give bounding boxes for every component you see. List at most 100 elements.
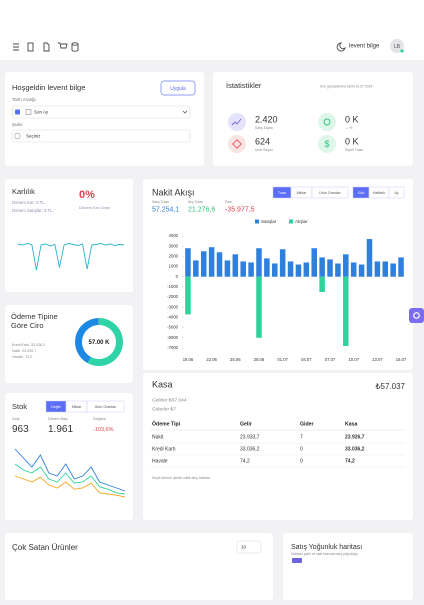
welcome-title: Hoşgeldin levent bilge bbox=[12, 83, 85, 92]
bar bbox=[272, 263, 278, 276]
bar bbox=[280, 249, 286, 276]
payment-title: Ödeme Tipine Göre Ciro bbox=[11, 312, 67, 330]
bar bbox=[201, 251, 207, 276]
x-tick-label: 25.06 bbox=[230, 357, 241, 362]
table-header: Ödeme Tipi bbox=[152, 420, 181, 427]
cashbox-total: ₺57.037 bbox=[375, 382, 405, 391]
stock-tab-label: Değer bbox=[51, 405, 62, 409]
y-tick-label: -5000 bbox=[167, 325, 178, 330]
settings-button[interactable] bbox=[409, 308, 424, 323]
stat-label: Ürün Sayısı bbox=[255, 148, 273, 152]
select-value: Seçiniz bbox=[26, 134, 41, 139]
x-tick-label: 28.06 bbox=[254, 357, 265, 362]
stock-label: Değişim bbox=[93, 417, 106, 421]
bar bbox=[240, 261, 246, 276]
branch-checkbox[interactable] bbox=[15, 134, 20, 139]
bar bbox=[217, 252, 223, 276]
bar bbox=[319, 257, 325, 276]
stat-value: 0 K bbox=[345, 114, 359, 124]
period-tab-label: Gün bbox=[358, 191, 365, 195]
legend-label: Satışlar bbox=[261, 219, 277, 224]
y-tick-label: -7000 bbox=[167, 345, 178, 350]
bar bbox=[185, 277, 191, 315]
stock-value: -103,6% bbox=[93, 427, 114, 433]
table-cell: 33.036,2 bbox=[345, 446, 365, 452]
stat-value: 624 bbox=[255, 136, 270, 146]
legend-label: Alışlar bbox=[295, 219, 308, 224]
y-tick-label: 4000 bbox=[169, 233, 179, 238]
stat-label: Sepet Tutarı bbox=[345, 148, 364, 152]
cashbox-title: Kasa bbox=[152, 379, 173, 389]
select-value: Son Ay bbox=[34, 110, 49, 115]
table-header: Gelir bbox=[240, 421, 252, 427]
bar bbox=[185, 248, 191, 277]
bar bbox=[343, 254, 349, 276]
table-cell: 33.036,2 bbox=[240, 446, 260, 452]
x-tick-label: 01.07 bbox=[277, 357, 288, 362]
profit-text: Dönem Satışlar: 0 TL bbox=[12, 208, 53, 213]
table-cell: 74,2 bbox=[345, 458, 355, 464]
legend-swatch bbox=[289, 220, 293, 224]
bestsellers-title: Çok Satan Ürünler bbox=[12, 543, 78, 552]
bar bbox=[327, 259, 333, 276]
cashbox-income: Gelirler ₺57.044 bbox=[152, 397, 187, 403]
y-tick-label: -3000 bbox=[167, 304, 178, 309]
table-cell: 23.933,7 bbox=[240, 434, 260, 440]
x-tick-label: 04.07 bbox=[301, 357, 312, 362]
y-tick-label: 1000 bbox=[169, 264, 179, 269]
total-label: Fark bbox=[225, 200, 232, 204]
heatmap-toggle[interactable] bbox=[292, 558, 302, 563]
cashbox-expense: Giderler ₺7 bbox=[152, 406, 176, 412]
stock-label: Dönem Başı bbox=[48, 417, 68, 421]
y-tick-label: -2000 bbox=[167, 294, 178, 299]
profit-text: Dönem Kar: 0 TL bbox=[12, 200, 45, 205]
bar bbox=[225, 260, 231, 276]
legend-value: 74,2 bbox=[25, 355, 32, 359]
bar bbox=[390, 263, 396, 276]
total-value: 57.254,1 bbox=[152, 206, 179, 213]
bar bbox=[209, 247, 215, 277]
bar bbox=[319, 277, 325, 292]
legend-name: Kredi Kartı bbox=[12, 343, 29, 347]
stats-updated: Son güncellenme tarihi 19.07.2024 bbox=[320, 84, 373, 88]
total-label: Alış Tutarı bbox=[188, 200, 203, 204]
x-tick-label: 19.06 bbox=[183, 357, 194, 362]
bar bbox=[193, 260, 199, 276]
legend-value: 23.926,7 bbox=[22, 349, 36, 353]
stock-tab-label: Miktar bbox=[72, 405, 83, 409]
page-size: 10 bbox=[241, 545, 247, 550]
metric-tab-label: Tutar bbox=[278, 191, 287, 195]
stock-value: 963 bbox=[12, 424, 29, 435]
stock-title: Stok bbox=[12, 402, 27, 411]
x-tick-label: 13.07 bbox=[372, 357, 383, 362]
period-tab-label: Haftalık bbox=[373, 191, 385, 195]
stock-label: Giriş bbox=[12, 417, 20, 421]
total-value: 21.276,6 bbox=[188, 206, 215, 213]
top-bar bbox=[0, 0, 424, 60]
table-cell: Havale bbox=[152, 458, 168, 464]
stat-icon bbox=[228, 135, 246, 153]
y-tick-label: -6000 bbox=[167, 335, 178, 340]
table-cell: Nakit bbox=[152, 434, 164, 440]
profit-title: Karlılık bbox=[12, 187, 35, 196]
stat-label: --- % bbox=[345, 126, 352, 130]
dollar-glyph: $ bbox=[324, 139, 329, 149]
y-tick-label: 2000 bbox=[169, 253, 179, 258]
profit-rate-label: Dönem Kar Oranı bbox=[79, 205, 110, 210]
x-tick-label: 16.07 bbox=[396, 357, 407, 362]
bar bbox=[335, 263, 341, 276]
period-tab-label: Ay bbox=[394, 191, 398, 195]
field-label: Tarih Aralığı bbox=[12, 97, 36, 102]
date-icon bbox=[15, 110, 20, 115]
y-tick-label: -4000 bbox=[167, 315, 178, 320]
bar bbox=[304, 262, 310, 276]
y-tick-label: 3000 bbox=[169, 243, 179, 248]
user-name: levent bilge bbox=[349, 44, 380, 50]
table-cell: 74,2 bbox=[240, 458, 250, 464]
x-tick-label: 22.06 bbox=[206, 357, 217, 362]
table-cell: 0 bbox=[300, 458, 303, 464]
bar bbox=[359, 265, 365, 277]
cashflow-card bbox=[143, 179, 413, 370]
